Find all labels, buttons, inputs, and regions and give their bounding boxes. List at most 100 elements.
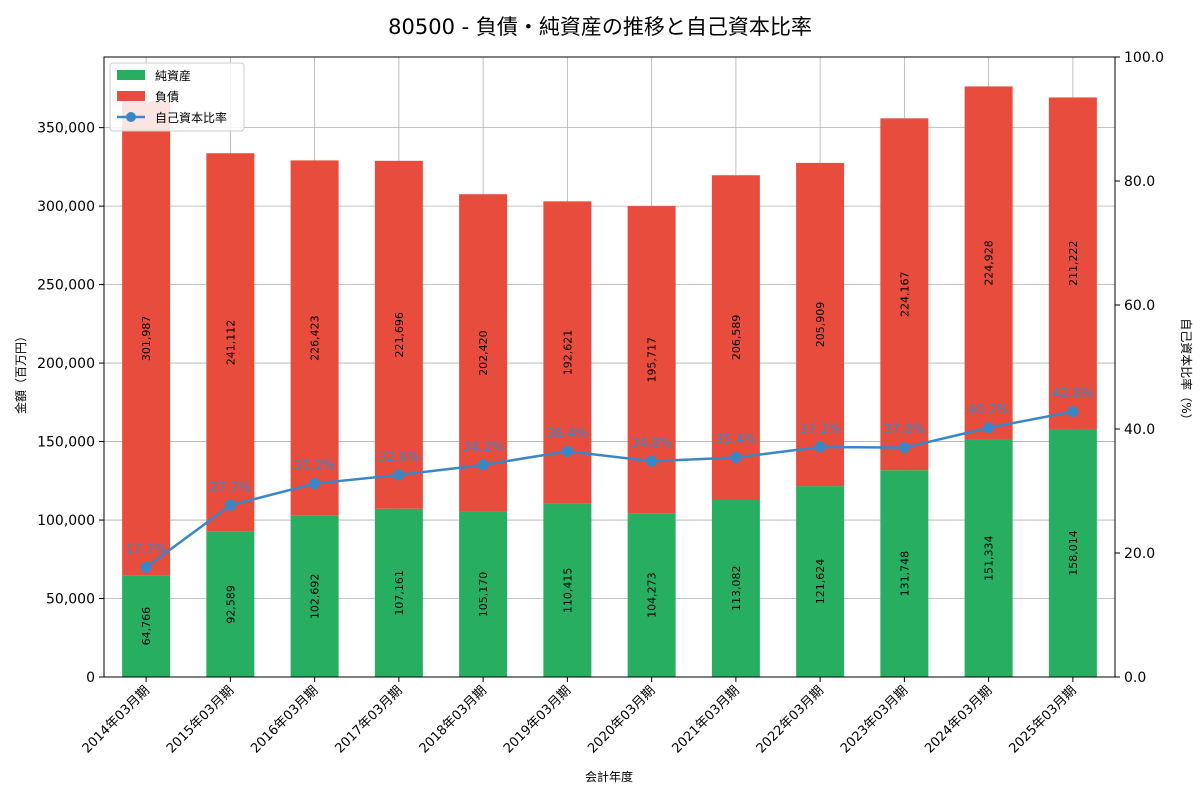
y-tick-label: 300,000 [37,199,95,215]
y2-tick-label: 20.0 [1124,546,1155,562]
ratio-marker [898,442,910,454]
y-tick-label: 100,000 [37,513,95,529]
bar-label-net-assets: 107,161 [393,570,406,616]
bar-label-net-assets: 92,589 [224,585,237,624]
ratio-label: 36.4% [547,426,588,441]
x-tick-label: 2024年03月期 [922,683,995,756]
bar-label-liabilities: 301,987 [140,316,153,362]
y-tick-label: 250,000 [37,278,95,294]
x-tick-label: 2023年03月期 [838,683,911,756]
y-tick-label: 200,000 [37,356,95,372]
y2-tick-label: 60.0 [1124,298,1155,314]
bar-liabilities [122,101,171,576]
bar-label-liabilities: 224,928 [983,240,996,286]
y2-tick-label: 40.0 [1124,422,1155,438]
bar-liabilities [1048,97,1097,429]
ratio-label: 37.0% [884,423,925,438]
x-tick-label: 2018年03月期 [417,683,490,756]
bar-label-net-assets: 110,415 [561,568,574,614]
ratio-label: 35.4% [715,433,756,448]
x-axis-label: 会計年度 [585,769,633,784]
ratio-marker [983,422,995,434]
x-tick-label: 2022年03月期 [754,683,827,756]
x-tick-label: 2025年03月期 [1006,683,1079,756]
bar-net-assets [1048,428,1097,677]
bar-liabilities [711,175,760,500]
bar-liabilities [374,160,423,509]
x-tick-label: 2017年03月期 [332,683,405,756]
bar-liabilities [290,160,339,516]
plot-frame [103,56,1116,678]
bar-label-liabilities: 211,222 [1067,240,1080,286]
bar-net-assets [964,439,1013,677]
bar-label-liabilities: 202,420 [477,330,490,376]
bar-net-assets [122,575,171,677]
legend-label-liabilities: 負債 [155,89,179,104]
bar-net-assets [459,511,508,677]
bar-label-net-assets: 131,748 [898,551,911,597]
ratio-label: 34.2% [462,440,503,455]
y2-tick-label: 100.0 [1124,50,1164,66]
ratio-label: 34.8% [631,436,672,451]
y2-tick-label: 80.0 [1124,174,1155,190]
ratio-marker [393,469,405,481]
bar-label-net-assets: 64,766 [140,607,153,646]
y-tick-label: 350,000 [37,121,95,137]
ratio-marker [224,499,236,511]
bar-label-net-assets: 121,624 [814,559,827,605]
y2-axis-label: 自己資本比率（%） [1179,318,1194,425]
ratio-marker [309,478,321,490]
legend: 純資産 負債 自己資本比率 [109,62,245,132]
bar-net-assets [374,508,423,677]
ratio-label: 40.2% [968,403,1009,418]
bar-label-net-assets: 102,692 [309,574,322,620]
grid-layer [104,57,1115,678]
ratio-marker [646,455,658,467]
bar-label-net-assets: 104,273 [646,572,659,618]
x-tick-label: 2021年03月期 [669,683,742,756]
x-tick-label: 2014年03月期 [80,683,153,756]
ratio-line [145,410,1074,569]
ratio-label: 27.7% [210,480,251,495]
bar-label-liabilities: 221,696 [393,312,406,358]
bar-net-assets [290,515,339,677]
bar-label-net-assets: 158,014 [1067,530,1080,576]
bar-liabilities [964,86,1013,440]
ratio-label: 17.7% [125,542,166,557]
bar-net-assets [711,499,760,677]
ratio-marker [140,561,152,573]
x-tick-label: 2020年03月期 [585,683,658,756]
ratio-marker [730,452,742,464]
bar-label-liabilities: 195,717 [646,337,659,383]
bar-label-liabilities: 224,167 [898,272,911,318]
x-tick-label: 2019年03月期 [501,683,574,756]
bar-label-liabilities: 226,423 [309,315,322,361]
legend-swatch-net-assets [117,70,145,80]
bar-layer [122,86,1097,677]
bar-liabilities [459,194,508,512]
ratio-marker [477,459,489,471]
ratio-label: 32.6% [378,450,419,465]
legend-marker-ratio [126,112,136,122]
y2-tick-label: 0.0 [1124,670,1146,686]
bar-liabilities [880,118,929,471]
ratio-label: 37.1% [799,422,840,437]
y-tick-label: 50,000 [46,592,95,608]
ratio-label: 31.2% [294,459,335,474]
ratio-marker [814,441,826,453]
bar-net-assets [206,531,255,677]
bar-label-liabilities: 206,589 [730,315,743,361]
ratio-marker [1067,406,1079,418]
chart-title: 80500 - 負債・純資産の推移と自己資本比率 [388,15,812,39]
bar-net-assets [627,513,676,677]
y-axis-label: 金額（百万円） [13,330,28,414]
ratio-marker [561,445,573,457]
bar-net-assets [796,486,845,677]
bar-label-net-assets: 105,170 [477,572,490,618]
x-tick-label: 2016年03月期 [248,683,321,756]
legend-label-ratio: 自己資本比率 [155,110,227,125]
bar-liabilities [206,153,255,532]
bar-net-assets [543,503,592,677]
